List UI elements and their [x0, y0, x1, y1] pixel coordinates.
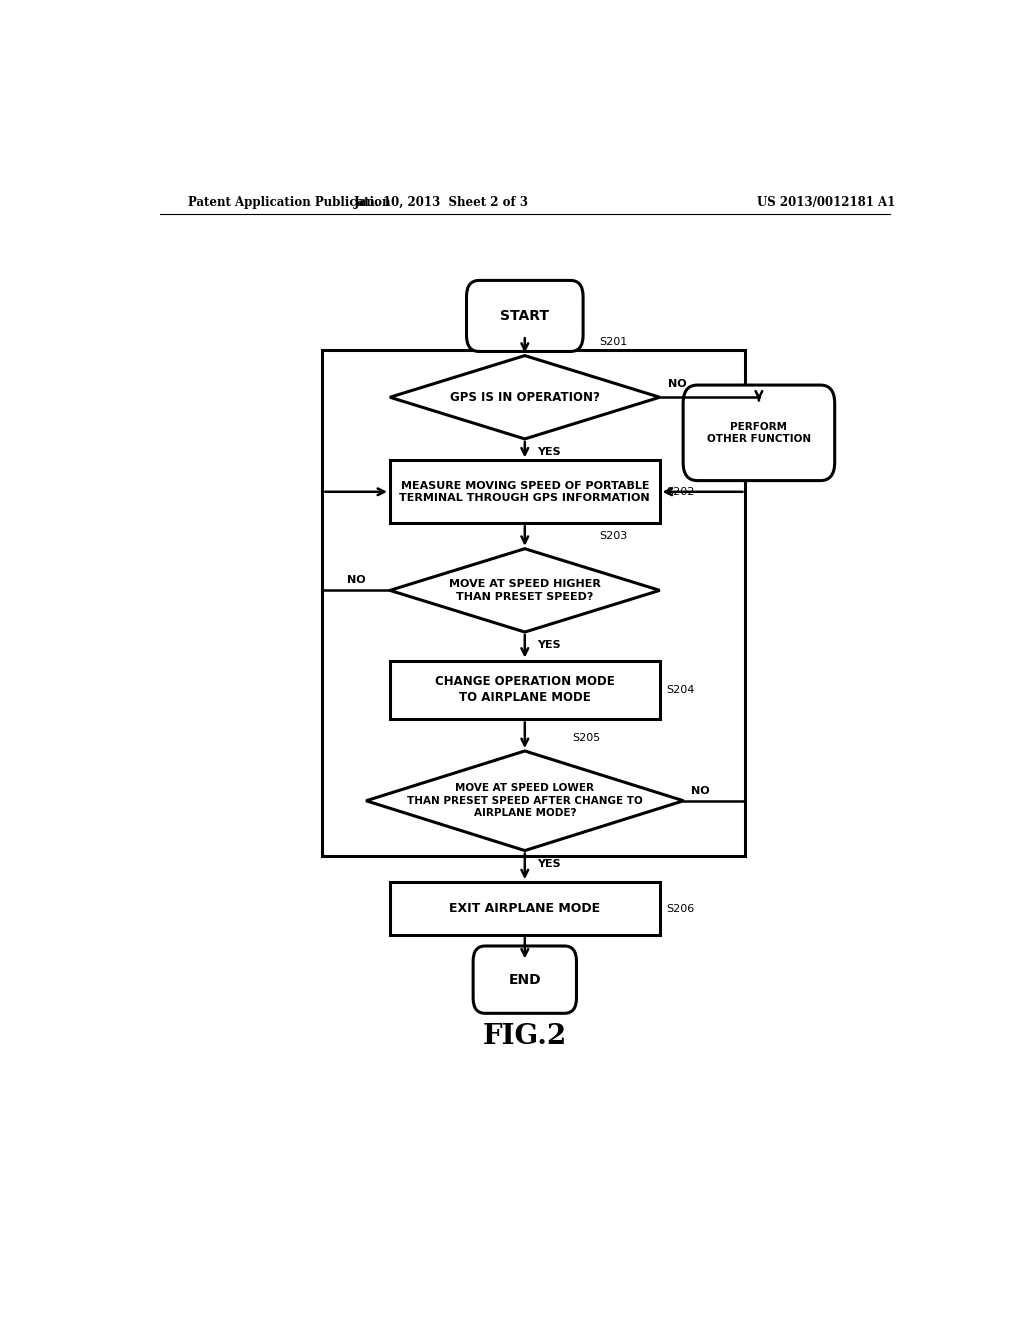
Text: GPS IS IN OPERATION?: GPS IS IN OPERATION? [450, 391, 600, 404]
Text: S205: S205 [572, 733, 601, 743]
Text: MOVE AT SPEED LOWER
THAN PRESET SPEED AFTER CHANGE TO
AIRPLANE MODE?: MOVE AT SPEED LOWER THAN PRESET SPEED AF… [407, 783, 643, 818]
FancyBboxPatch shape [683, 385, 835, 480]
Text: YES: YES [537, 640, 560, 651]
Text: NO: NO [347, 576, 366, 585]
Text: NO: NO [668, 379, 686, 389]
Text: Jan. 10, 2013  Sheet 2 of 3: Jan. 10, 2013 Sheet 2 of 3 [354, 195, 529, 209]
Text: S206: S206 [666, 903, 694, 913]
Text: S202: S202 [666, 487, 694, 496]
Text: MEASURE MOVING SPEED OF PORTABLE
TERMINAL THROUGH GPS INFORMATION: MEASURE MOVING SPEED OF PORTABLE TERMINA… [399, 480, 650, 503]
Text: YES: YES [537, 859, 560, 869]
Text: CHANGE OPERATION MODE
TO AIRPLANE MODE: CHANGE OPERATION MODE TO AIRPLANE MODE [435, 676, 614, 705]
Text: FIG.2: FIG.2 [482, 1023, 567, 1051]
Polygon shape [390, 355, 659, 440]
Text: PERFORM
OTHER FUNCTION: PERFORM OTHER FUNCTION [707, 421, 811, 444]
Bar [390, 882, 659, 935]
Text: US 2013/0012181 A1: US 2013/0012181 A1 [757, 195, 896, 209]
Bar [390, 660, 659, 719]
Text: S204: S204 [666, 685, 694, 694]
FancyBboxPatch shape [473, 946, 577, 1014]
Bar [323, 351, 745, 855]
Text: S201: S201 [599, 338, 628, 347]
Polygon shape [390, 549, 659, 632]
Text: YES: YES [537, 447, 560, 457]
FancyBboxPatch shape [467, 280, 583, 351]
Text: START: START [501, 309, 549, 323]
Text: EXIT AIRPLANE MODE: EXIT AIRPLANE MODE [450, 902, 600, 915]
Text: END: END [509, 973, 541, 986]
Text: S203: S203 [599, 531, 628, 541]
Polygon shape [367, 751, 684, 850]
Text: NO: NO [691, 785, 710, 796]
Text: MOVE AT SPEED HIGHER
THAN PRESET SPEED?: MOVE AT SPEED HIGHER THAN PRESET SPEED? [449, 579, 601, 602]
Text: Patent Application Publication: Patent Application Publication [187, 195, 390, 209]
Bar [390, 461, 659, 523]
